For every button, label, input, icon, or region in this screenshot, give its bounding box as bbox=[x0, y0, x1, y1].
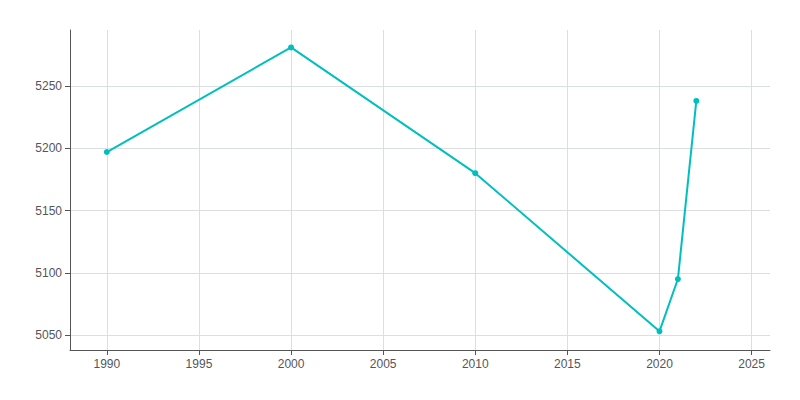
svg-text:1995: 1995 bbox=[186, 357, 213, 371]
svg-text:5050: 5050 bbox=[35, 328, 62, 342]
svg-text:2000: 2000 bbox=[278, 357, 305, 371]
svg-text:5250: 5250 bbox=[35, 79, 62, 93]
svg-text:2020: 2020 bbox=[646, 357, 673, 371]
svg-text:2005: 2005 bbox=[370, 357, 397, 371]
svg-text:2015: 2015 bbox=[554, 357, 581, 371]
svg-text:5150: 5150 bbox=[35, 204, 62, 218]
svg-text:5200: 5200 bbox=[35, 141, 62, 155]
svg-text:5100: 5100 bbox=[35, 266, 62, 280]
svg-text:2025: 2025 bbox=[738, 357, 765, 371]
svg-text:1990: 1990 bbox=[93, 357, 120, 371]
svg-text:2010: 2010 bbox=[462, 357, 489, 371]
